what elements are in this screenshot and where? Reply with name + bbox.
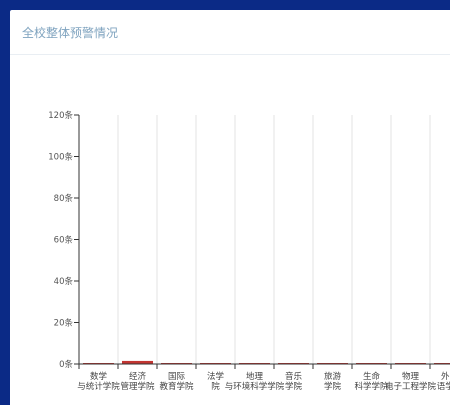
y-tick-label: 20条 (54, 318, 74, 329)
category-label: 电子工程学院 (385, 381, 437, 392)
category-label: 学院 (285, 381, 303, 392)
category-label: 数学 (90, 371, 108, 382)
category-label: 教育学院 (159, 381, 194, 392)
category-label: 物理 (402, 371, 420, 382)
category-label: 法学 (207, 371, 225, 382)
panel-header: 全校整体预警情况 (10, 10, 450, 55)
category-label: 音乐 (285, 371, 303, 382)
y-tick-label: 60条 (54, 235, 74, 246)
warning-panel: 全校整体预警情况 (10, 10, 450, 405)
category-label: 国际 (168, 372, 186, 382)
y-tick-label: 120条 (48, 110, 73, 121)
y-tick-label: 100条 (48, 152, 73, 163)
category-label: 外国 (441, 371, 450, 382)
category-label: 经济 (129, 371, 147, 382)
category-label: 院 (211, 381, 220, 392)
y-tick-label: 40条 (54, 276, 74, 287)
category-label: 生命 (363, 371, 381, 382)
category-label: 地理 (246, 371, 264, 382)
y-tick-label: 0条 (59, 359, 73, 370)
category-label: 科学学院 (354, 381, 389, 392)
y-tick-label: 80条 (54, 193, 74, 204)
category-label: 管理学院 (120, 381, 155, 392)
bar[interactable] (122, 360, 153, 364)
category-label: 学院 (324, 381, 342, 392)
category-label: 与统计学院 (77, 381, 120, 392)
category-label: 旅游 (324, 371, 342, 382)
category-label: 与环境科学学院 (225, 381, 285, 392)
panel-title: 全校整体预警情况 (22, 26, 119, 40)
category-label: 语学院 (437, 381, 450, 392)
